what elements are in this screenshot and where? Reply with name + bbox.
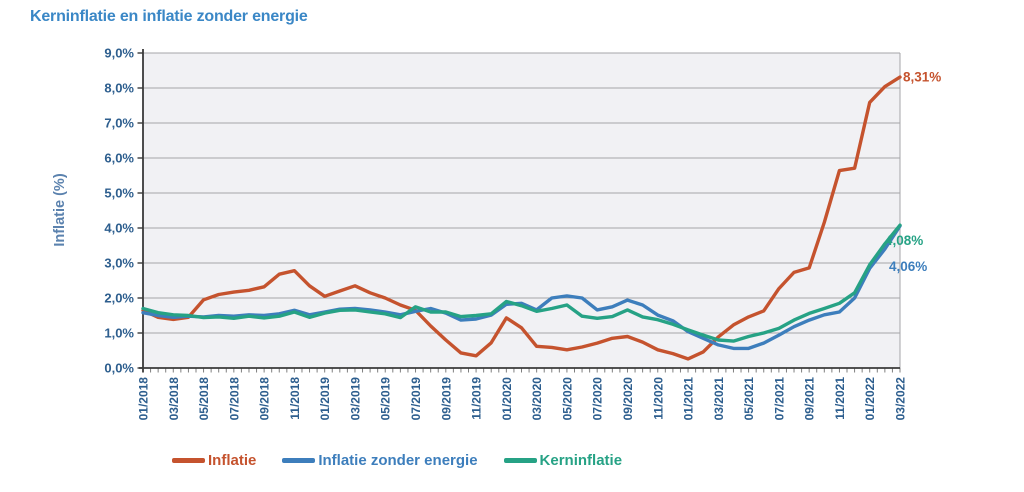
y-tick-label: 7,0% xyxy=(104,116,134,131)
plot-area xyxy=(143,53,900,368)
legend-label-inflatie-zonder-energie: Inflatie zonder energie xyxy=(318,452,478,469)
x-tick-label: 05/2018 xyxy=(197,377,211,421)
y-tick-label: 6,0% xyxy=(104,151,134,166)
legend-item-kerninflatie: Kerninflatie xyxy=(503,452,623,469)
x-tick-label: 09/2018 xyxy=(258,377,272,421)
series-line-kerninflatie xyxy=(141,223,902,343)
chart-legend: Inflatie Inflatie zonder energie Kerninf… xyxy=(172,452,622,469)
x-tick-label: 09/2021 xyxy=(803,377,817,421)
x-tick-label: 05/2021 xyxy=(742,377,756,421)
y-tick-label: 9,0% xyxy=(104,46,134,61)
x-tick-label: 07/2021 xyxy=(772,377,786,421)
x-tick-label: 11/2018 xyxy=(288,377,302,420)
x-tick-label: 07/2019 xyxy=(409,377,423,421)
y-tick-label: 8,0% xyxy=(104,81,134,96)
series-line-inflatie-zonder-energie xyxy=(141,224,902,351)
y-tick-label: 1,0% xyxy=(104,326,134,341)
end-value-label: 4,08% xyxy=(885,233,923,248)
legend-item-inflatie: Inflatie xyxy=(172,452,256,469)
y-tick-label: 2,0% xyxy=(104,291,134,306)
x-tick-label: 09/2019 xyxy=(439,377,453,421)
x-tick-label: 03/2021 xyxy=(712,377,726,421)
legend-line-swatch-inflatie-zonder-energie xyxy=(282,458,316,463)
y-tick-label: 4,0% xyxy=(104,221,134,236)
legend-item-inflatie-zonder-energie: Inflatie zonder energie xyxy=(282,452,478,469)
x-tick-label: 03/2019 xyxy=(348,377,362,421)
x-tick-label: 01/2020 xyxy=(500,377,514,421)
x-tick-label: 07/2018 xyxy=(227,377,241,421)
x-tick-label: 03/2020 xyxy=(530,377,544,421)
y-tick-label: 5,0% xyxy=(104,186,134,201)
legend-label-inflatie: Inflatie xyxy=(208,452,257,469)
x-tick-label: 01/2021 xyxy=(682,377,696,421)
x-tick-label: 01/2018 xyxy=(137,377,151,421)
x-tick-label: 11/2020 xyxy=(651,377,665,420)
x-tick-label: 05/2019 xyxy=(379,377,393,421)
end-value-label: 4,06% xyxy=(889,259,927,274)
legend-line-swatch-kerninflatie xyxy=(503,458,537,463)
legend-label-kerninflatie: Kerninflatie xyxy=(539,452,623,469)
x-tick-label: 05/2020 xyxy=(560,377,574,421)
x-tick-label: 01/2019 xyxy=(318,377,332,421)
end-value-label: 8,31% xyxy=(903,70,941,85)
y-axis-title: Inflatie (%) xyxy=(52,173,68,246)
y-tick-label: 0,0% xyxy=(104,361,134,376)
series-line-inflatie xyxy=(141,75,902,361)
x-tick-label: 03/2018 xyxy=(167,377,181,421)
x-tick-label: 01/2022 xyxy=(863,377,877,421)
x-tick-label: 11/2019 xyxy=(470,377,484,420)
legend-line-swatch-inflatie xyxy=(172,458,205,463)
x-tick-label: 07/2020 xyxy=(591,377,605,421)
x-tick-label: 09/2020 xyxy=(621,377,635,421)
x-tick-label: 03/2022 xyxy=(894,377,908,421)
x-tick-label: 11/2021 xyxy=(833,377,847,420)
chart-title: Kerninflatie en inflatie zonder energie xyxy=(30,8,308,25)
y-tick-label: 3,0% xyxy=(104,256,134,271)
